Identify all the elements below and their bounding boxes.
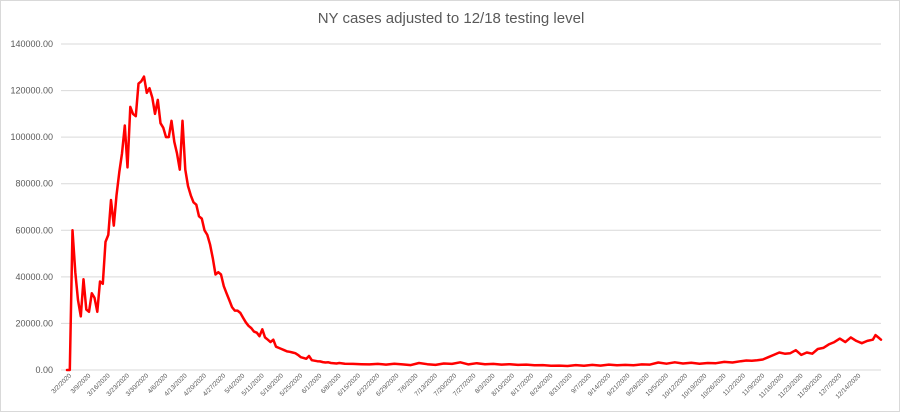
y-axis-tick-labels: 0.00 20000.00 40000.00 60000.00 80000.00 1000… [10,39,53,375]
y-tick-label: 120000.00 [10,86,53,96]
y-tick-label: 60000.00 [15,225,53,235]
y-tick-label: 40000.00 [15,272,53,282]
series-line [65,75,883,372]
y-tick-label: 0.00 [35,365,53,375]
y-tick-label: 20000.00 [15,318,53,328]
y-tick-label: 100000.00 [10,132,53,142]
chart-title: NY cases adjusted to 12/18 testing level [318,10,585,27]
y-tick-label: 140000.00 [10,39,53,49]
y-tick-label: 80000.00 [15,179,53,189]
x-axis-tick-labels: 3/2/20203/9/20203/16/20203/23/20203/30/2… [50,372,862,400]
series-lines [65,75,883,372]
gridlines [61,43,881,371]
